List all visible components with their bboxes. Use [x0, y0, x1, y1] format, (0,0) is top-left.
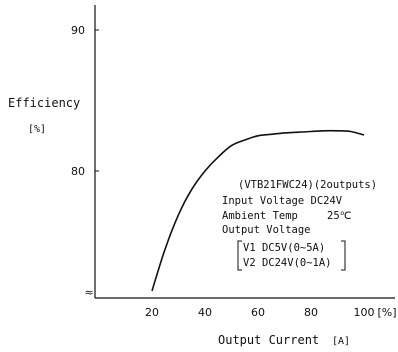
x-axis-label: Output Current	[218, 333, 319, 347]
x-tick-unit: [%]	[377, 306, 396, 319]
x-tick-label: 60	[251, 306, 265, 319]
annotation-model: (VTB21FWC24)(2outputs)	[238, 179, 377, 191]
annotation-v1: V1 DC5V(0~5A)	[243, 242, 325, 254]
x-tick-label: 100	[354, 306, 375, 319]
y-axis-unit: [%]	[28, 124, 46, 135]
voltage-bracket-left	[237, 240, 242, 271]
x-tick-label: 20	[145, 306, 159, 319]
annotation-input-voltage: Input Voltage DC24V	[222, 195, 343, 207]
axis-break-symbol: ≈	[84, 286, 93, 299]
y-ticks: 80 90	[71, 24, 99, 178]
x-tick-label: 40	[198, 306, 212, 319]
y-tick-label: 80	[71, 165, 85, 178]
x-tick-label: 80	[304, 306, 318, 319]
annotation-ambient-value: 25℃	[327, 210, 352, 222]
voltage-bracket-right	[341, 240, 346, 271]
annotation-v2: V2 DC24V(0~1A)	[243, 257, 332, 269]
y-axis-label: Efficiency	[8, 96, 80, 110]
y-tick-label: 90	[71, 24, 85, 37]
x-ticks: 20 40 60 80 100	[145, 306, 375, 319]
efficiency-curve	[151, 129, 365, 292]
annotation-ambient-label: Ambient Temp	[222, 210, 298, 222]
annotation-output-voltage: Output Voltage	[222, 224, 311, 236]
x-axis-unit: [A]	[332, 336, 350, 347]
